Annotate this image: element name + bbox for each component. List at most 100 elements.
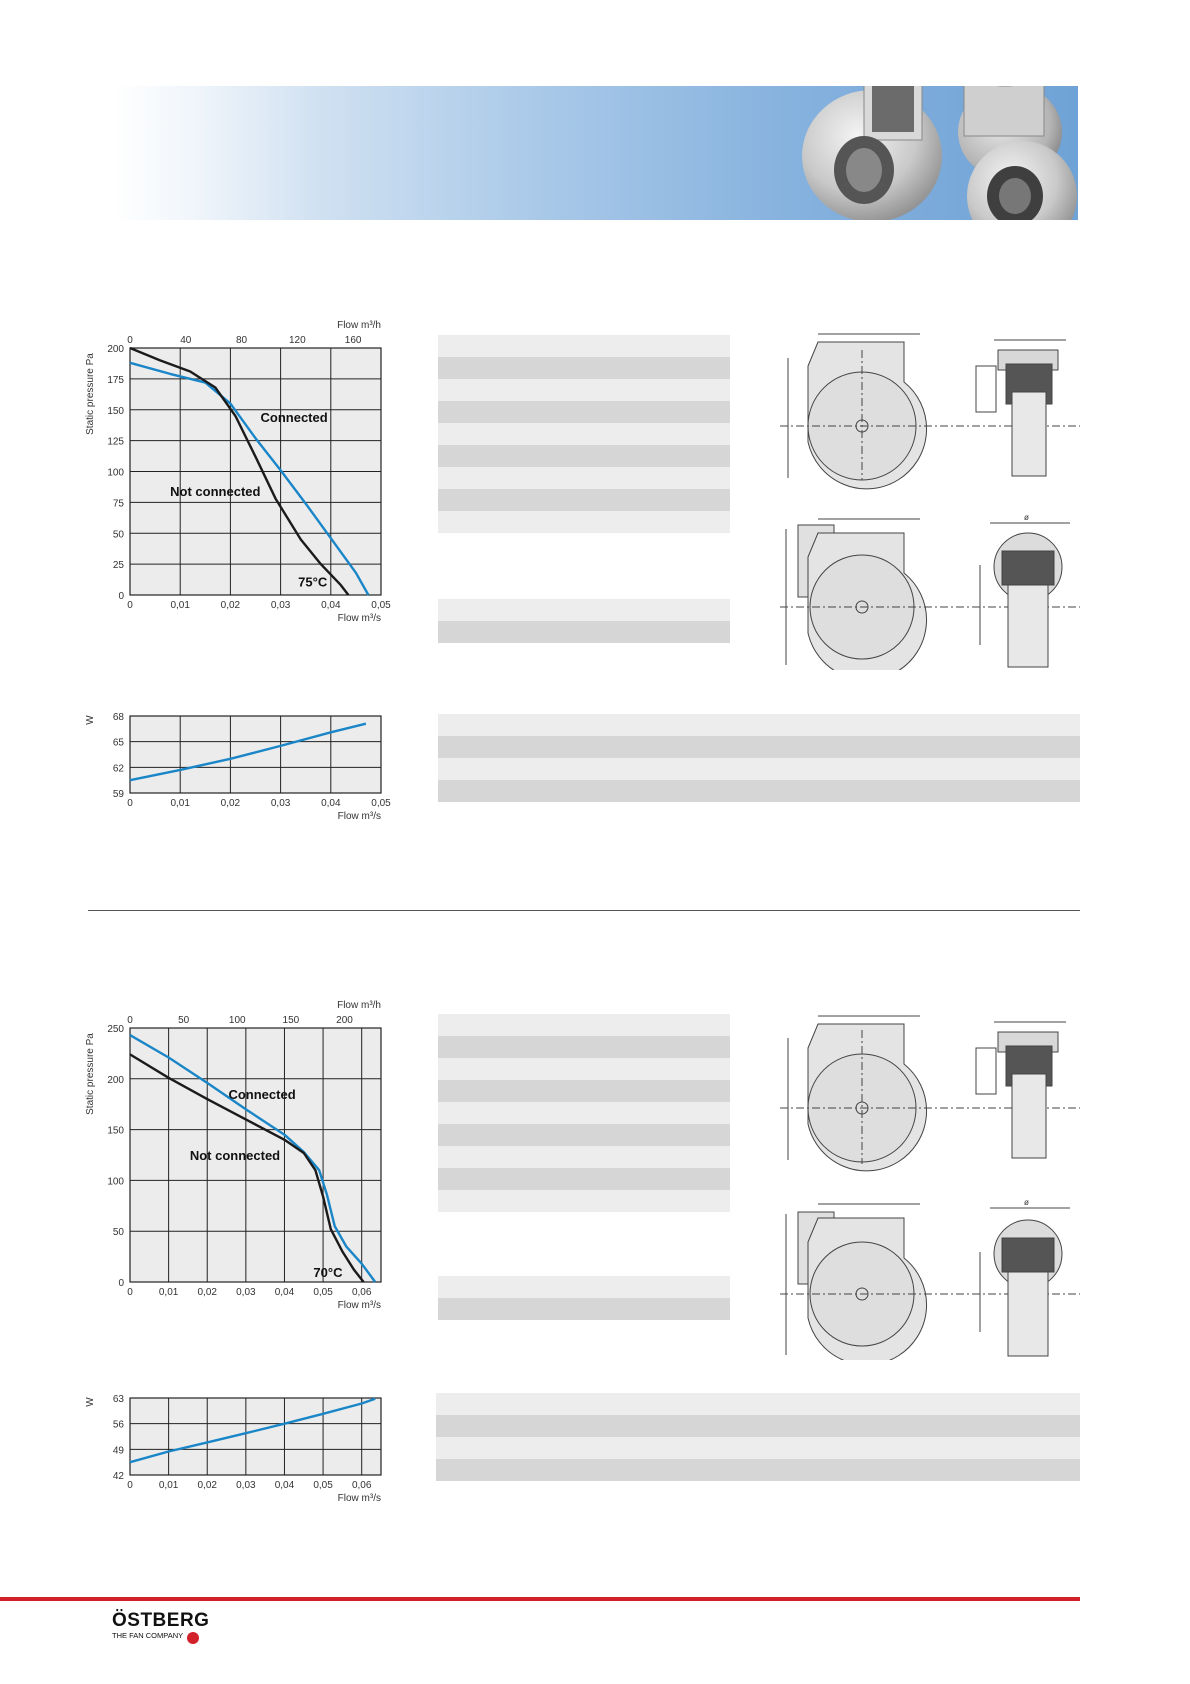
plot-area <box>129 1027 382 1283</box>
diameter-label: ø <box>1024 513 1029 522</box>
x2-tick-label: 120 <box>289 335 306 346</box>
fan2-power-chart: 0 0,01 0,02 0,03 0,04 0,05 0,06 42 49 56 63 Flow m³… <box>84 1384 394 1506</box>
x-tick-label: 0,02 <box>221 600 241 611</box>
x-tick-label: 0,01 <box>170 798 190 809</box>
plot-area <box>129 715 382 794</box>
y-tick-label: 250 <box>107 1024 124 1035</box>
curve-annotation: 70°C <box>313 1265 343 1280</box>
x-tick-label: 0,04 <box>275 1287 295 1298</box>
series-line <box>129 1397 376 1464</box>
x-tick-label: 0,04 <box>321 600 341 611</box>
y-axis-label: Static pressure Pa <box>85 353 96 435</box>
footer-rule <box>0 1597 1080 1601</box>
series-line <box>129 346 350 596</box>
x2-tick-label: 0 <box>127 335 133 346</box>
x-tick-label: 0,01 <box>170 600 190 611</box>
x2-tick-label: 50 <box>178 1015 190 1026</box>
y-tick-label: 59 <box>113 789 125 800</box>
fan2-electrical-table <box>436 1393 1080 1483</box>
curve-annotation: 75°C <box>298 574 328 589</box>
x2-tick-label: 200 <box>336 1015 353 1026</box>
fan1-pressure-chart: 0 0,01 0,02 0,03 0,04 0,05 0 25 50 75 100 125 150 175… <box>84 312 394 632</box>
y-tick-label: 100 <box>107 1176 124 1187</box>
x-tick-label: 0,03 <box>236 1287 256 1298</box>
x2-axis-label: Flow m³/h <box>337 1000 381 1011</box>
x-tick-label: 0,04 <box>321 798 341 809</box>
y-tick-label: 150 <box>107 1126 124 1137</box>
y-axis-label: Static pressure Pa <box>85 1033 96 1115</box>
technical-drawing: ø <box>780 1015 1080 1366</box>
y-tick-label: 0 <box>118 1278 124 1289</box>
brand-logo-mark <box>187 1632 199 1644</box>
header-banner <box>112 86 1078 220</box>
y-tick-label: 62 <box>113 763 125 774</box>
x-tick-label: 0,05 <box>313 1287 333 1298</box>
x-tick-label: 0,05 <box>313 1480 333 1491</box>
x-tick-label: 0 <box>127 1480 133 1491</box>
x-tick-label: 0,05 <box>371 798 391 809</box>
x-tick-label: 0 <box>127 798 133 809</box>
y-tick-label: 175 <box>107 375 124 386</box>
x-tick-label: 0,06 <box>352 1480 372 1491</box>
brand-logo: ÖSTBERG <box>112 1610 210 1631</box>
brand-tagline: THE FAN COMPANY <box>112 1631 184 1640</box>
x-tick-label: 0 <box>127 1287 133 1298</box>
y-tick-label: 150 <box>107 406 124 417</box>
x-tick-label: 0,01 <box>159 1287 179 1298</box>
curve-annotation: Connected <box>228 1087 295 1102</box>
fan2-pressure-chart: 0 0,01 0,02 0,03 0,04 0,05 0,06 0 50 100 150 200 250… <box>84 990 394 1320</box>
x2-axis-label: Flow m³/h <box>337 320 381 331</box>
x2-tick-label: 100 <box>229 1015 246 1026</box>
y-tick-label: 42 <box>113 1471 125 1482</box>
x-tick-label: 0,01 <box>159 1480 179 1491</box>
section-divider <box>88 910 1080 911</box>
x-axis-label: Flow m³/s <box>338 1493 381 1504</box>
fan1-dimension-drawings: ø <box>780 330 1080 681</box>
x-tick-label: 0,02 <box>221 798 241 809</box>
x2-tick-label: 0 <box>127 1015 133 1026</box>
y-tick-label: 125 <box>107 437 124 448</box>
x-axis-label: Flow m³/s <box>338 613 381 624</box>
y-axis-label: W <box>85 715 96 725</box>
y-tick-label: 56 <box>113 1420 125 1431</box>
fan2-dimension-drawings: ø <box>780 1010 1080 1366</box>
x-tick-label: 0,02 <box>197 1287 217 1298</box>
fan1-spec-table <box>438 335 730 645</box>
series-line <box>129 1053 365 1283</box>
y-tick-label: 200 <box>107 344 124 355</box>
x2-tick-label: 40 <box>180 335 192 346</box>
curve-annotation: Connected <box>261 410 328 425</box>
y-tick-label: 68 <box>113 712 125 723</box>
fan1-power-chart: 0 0,01 0,02 0,03 0,04 0,05 59 62 65 68 Flow m³/s W <box>84 702 394 824</box>
x-tick-label: 0,05 <box>371 600 391 611</box>
x2-tick-label: 150 <box>283 1015 300 1026</box>
curve-annotation: Not connected <box>170 484 260 499</box>
x-tick-label: 0 <box>127 600 133 611</box>
x-tick-label: 0,03 <box>271 798 291 809</box>
x-tick-label: 0,03 <box>271 600 291 611</box>
y-axis-label: W <box>85 1397 96 1407</box>
x-tick-label: 0,03 <box>236 1480 256 1491</box>
y-tick-label: 200 <box>107 1075 124 1086</box>
product-photo <box>802 86 1077 220</box>
x2-tick-label: 80 <box>236 335 248 346</box>
x2-tick-label: 160 <box>345 335 362 346</box>
y-tick-label: 63 <box>113 1394 125 1405</box>
x-axis-label: Flow m³/s <box>338 1300 381 1311</box>
y-tick-label: 25 <box>113 560 125 571</box>
x-tick-label: 0,06 <box>352 1287 372 1298</box>
series-line <box>129 361 370 596</box>
y-tick-label: 50 <box>113 1227 125 1238</box>
technical-drawing: ø <box>780 333 1080 681</box>
x-axis-label: Flow m³/s <box>338 811 381 822</box>
plot-area <box>129 1397 382 1476</box>
x-tick-label: 0,02 <box>197 1480 217 1491</box>
y-tick-label: 0 <box>118 591 124 602</box>
x-tick-label: 0,04 <box>275 1480 295 1491</box>
y-tick-label: 65 <box>113 738 125 749</box>
y-tick-label: 49 <box>113 1445 125 1456</box>
diameter-label: ø <box>1024 1198 1029 1207</box>
series-line <box>129 722 367 782</box>
curve-annotation: Not connected <box>190 1148 280 1163</box>
fan1-electrical-table <box>438 714 1080 804</box>
